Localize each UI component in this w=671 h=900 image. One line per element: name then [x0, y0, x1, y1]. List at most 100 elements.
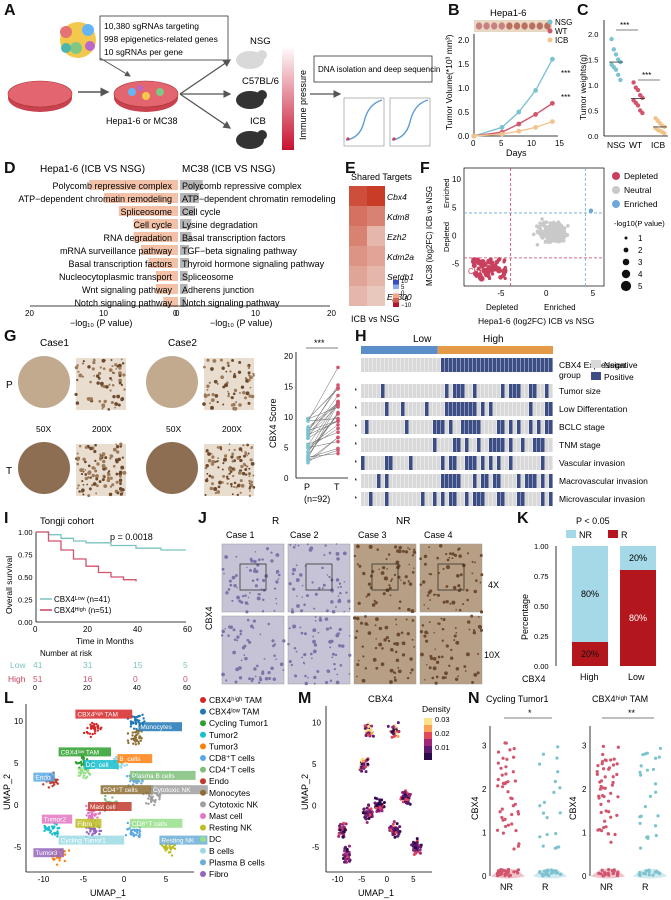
- j-image-nucleus: [244, 601, 249, 605]
- h-cell: [361, 420, 365, 434]
- n-point: [606, 799, 611, 803]
- l-legend-swatch: [200, 731, 206, 738]
- l-point: [55, 823, 58, 826]
- j-image-nucleus: [306, 543, 309, 546]
- j-mag-4x: 4X: [488, 580, 499, 590]
- b-legend-label: NSG: [555, 18, 572, 27]
- l-point: [168, 845, 171, 849]
- l-map-label: CBX4ʰⁱᵍʰ TAM: [77, 711, 118, 719]
- m-point: [361, 811, 365, 815]
- g-zoom-p-nucleus: [89, 380, 92, 384]
- g-zoom-t-nucleus: [110, 455, 113, 458]
- g-zoom-t-nucleus: [217, 457, 220, 460]
- h-cell: [369, 384, 373, 398]
- g-point-p: [306, 419, 310, 423]
- f-legend-label: Enriched: [624, 199, 658, 209]
- n-point: [506, 790, 510, 794]
- j-image-nucleus: [423, 562, 427, 566]
- g-zoom-p-nucleus: [227, 394, 230, 398]
- d-right-xtick: 0: [175, 309, 180, 318]
- j-image-nucleus: [444, 676, 447, 679]
- k-legend-r-swatch: [608, 530, 618, 538]
- j-zoom-box: [239, 563, 267, 591]
- l-point: [126, 739, 130, 742]
- d-right-label: Cell cycle: [182, 207, 221, 217]
- h-cell: [389, 384, 393, 398]
- h-cell: [369, 456, 373, 470]
- e-cell: [349, 206, 367, 226]
- h-cell: [413, 420, 417, 434]
- l-point: [104, 794, 107, 798]
- h-cell: [493, 358, 497, 372]
- j-image-nucleus: [373, 599, 376, 602]
- b-point: [516, 121, 522, 127]
- j-image-nucleus: [275, 602, 278, 605]
- g-zoom-p-nucleus: [112, 394, 116, 399]
- h-cell: [477, 474, 481, 488]
- j-image-nucleus: [305, 594, 309, 598]
- j-image-nucleus: [291, 572, 295, 576]
- h-cell: [425, 492, 429, 506]
- j-image-nucleus: [252, 627, 255, 629]
- h-group-low: Low: [413, 334, 432, 345]
- l-point: [103, 797, 107, 801]
- j-image-nucleus: [233, 638, 237, 642]
- d-right-bar: [180, 284, 188, 294]
- g-zoom-t-nucleus: [94, 443, 97, 447]
- n-point: [512, 870, 516, 874]
- j-image-nucleus: [364, 615, 367, 618]
- n-point: [651, 767, 656, 772]
- g-zoom-p-nucleus: [233, 373, 236, 376]
- n-sig-left: *: [528, 708, 532, 718]
- h-cell: [433, 402, 437, 416]
- f-point-depleted: [487, 276, 492, 281]
- j-image-nucleus: [272, 677, 277, 681]
- f-point-neutral: [537, 224, 542, 229]
- h-cell: [429, 420, 433, 434]
- g-zoom-t-nucleus: [77, 484, 80, 487]
- j-image-nucleus: [395, 623, 398, 626]
- g-zoom-t-nucleus: [248, 487, 252, 490]
- j-image-nucleus: [356, 663, 360, 667]
- g-zoom-t-nucleus: [210, 475, 215, 479]
- k-xcat: High: [580, 672, 599, 682]
- g-zoom-p-nucleus: [117, 363, 122, 368]
- h-group-high: High: [483, 334, 504, 345]
- h-cell: [469, 402, 473, 416]
- d-right-bar: [180, 219, 192, 229]
- n-point: [604, 809, 608, 813]
- g-pair-line: [307, 401, 339, 453]
- g-zoom-p-nucleus: [120, 397, 124, 402]
- j-image-nucleus: [429, 573, 433, 576]
- h-cell: [405, 384, 409, 398]
- h-cell: [413, 474, 417, 488]
- n-ytick-right: 1: [582, 829, 587, 838]
- g-point-p: [306, 435, 310, 439]
- d-right-bar: [180, 180, 203, 190]
- b-line-nsg: [473, 58, 554, 137]
- j-image-nucleus: [453, 553, 458, 557]
- k-ytick: 0.25: [534, 632, 549, 641]
- n-point: [558, 811, 562, 815]
- j-image-nucleus: [426, 664, 428, 666]
- j-image-nucleus: [275, 571, 279, 574]
- h-cell: [405, 402, 409, 416]
- h-cell: [489, 402, 493, 416]
- h-cell: [505, 456, 509, 470]
- n-point: [514, 828, 518, 833]
- j-image-nucleus: [338, 582, 342, 585]
- j-image-nucleus: [334, 653, 338, 657]
- n-point: [504, 741, 508, 745]
- h-cell: [385, 474, 389, 488]
- m-point: [371, 734, 375, 738]
- d-left-label: ATP−dependent chromatin remodeling: [18, 194, 172, 204]
- l-point: [147, 797, 150, 800]
- g-zoom-p-nucleus: [111, 364, 114, 368]
- j-image-nucleus: [262, 598, 265, 602]
- e-cell: [349, 266, 367, 286]
- h-cell: [469, 438, 473, 452]
- n-point: [641, 753, 645, 757]
- h-cell: [373, 474, 377, 488]
- h-cell: [401, 438, 405, 452]
- g-pair-line: [307, 401, 339, 434]
